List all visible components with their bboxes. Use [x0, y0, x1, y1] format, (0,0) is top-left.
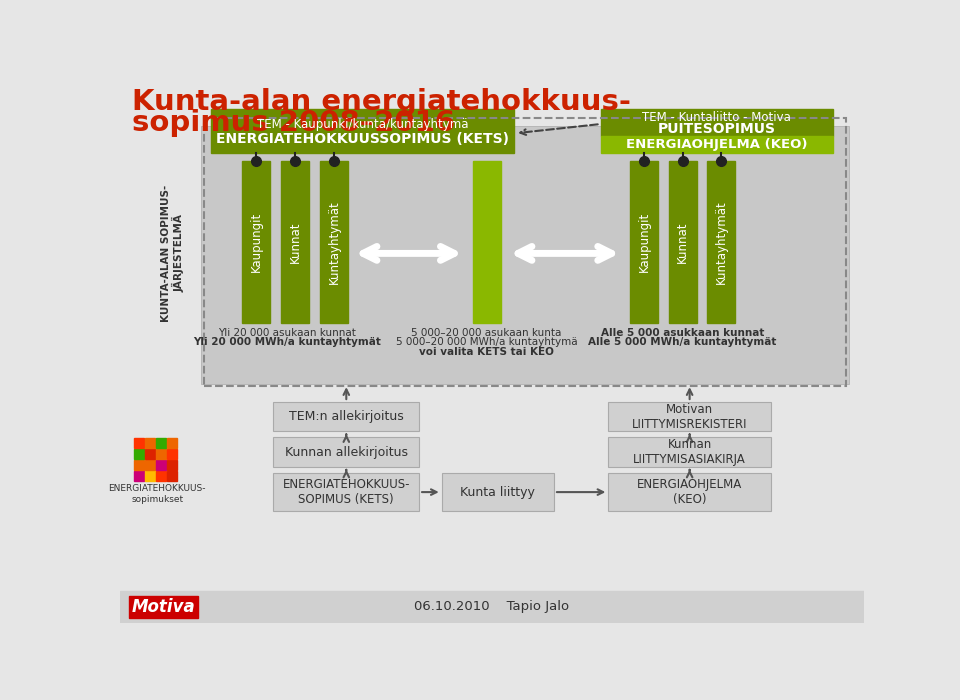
Bar	[669, 161, 697, 323]
Bar	[472, 161, 500, 323]
Bar	[630, 161, 658, 323]
Bar	[156, 438, 166, 448]
Bar	[274, 402, 420, 431]
Text: KUNTA-ALAN SOPIMUS-
JÄRJESTELMÄ: KUNTA-ALAN SOPIMUS- JÄRJESTELMÄ	[160, 185, 184, 322]
Bar	[243, 161, 271, 323]
Text: TEM - Kuntaliitto - Motiva: TEM - Kuntaliitto - Motiva	[642, 111, 791, 124]
Text: TEM:n allekirjoitus: TEM:n allekirjoitus	[289, 410, 403, 423]
Bar	[166, 438, 177, 448]
Bar	[134, 438, 144, 448]
Text: Kunta-alan energiatehokkuus-: Kunta-alan energiatehokkuus-	[132, 88, 631, 116]
Bar	[202, 126, 849, 384]
Text: ENERGIAOHJELMA
(KEO): ENERGIAOHJELMA (KEO)	[637, 478, 742, 506]
Bar	[166, 470, 177, 480]
Bar	[156, 460, 166, 470]
Bar	[609, 402, 771, 431]
Bar	[145, 460, 155, 470]
Bar	[274, 473, 420, 511]
Bar	[609, 473, 771, 511]
Bar	[145, 438, 155, 448]
Text: Kunnan
LIITTYMISASIAKIRJA: Kunnan LIITTYMISASIAKIRJA	[634, 438, 746, 466]
Bar	[601, 108, 833, 136]
Bar	[134, 470, 144, 480]
Text: Yli 20 000 asukaan kunnat: Yli 20 000 asukaan kunnat	[218, 328, 355, 338]
Bar	[609, 438, 771, 467]
Bar	[708, 161, 735, 323]
Bar	[281, 161, 309, 323]
Bar	[134, 449, 144, 459]
Text: Motivan
LIITTYMISREKISTERI: Motivan LIITTYMISREKISTERI	[632, 402, 748, 430]
Bar	[130, 596, 198, 617]
Bar	[145, 470, 155, 480]
Bar	[156, 470, 166, 480]
Text: Kunnat: Kunnat	[289, 221, 301, 262]
Text: Kuntayhtymät: Kuntayhtymät	[715, 200, 728, 284]
Text: 5 000–20 000 MWh/a kuntayhtymä: 5 000–20 000 MWh/a kuntayhtymä	[396, 337, 577, 347]
Text: ENERGIATEHOKKUUS-
SOPIMUS (KETS): ENERGIATEHOKKUUS- SOPIMUS (KETS)	[282, 478, 410, 506]
Text: TEM - Kaupunki/kunta/kuntayhtymä: TEM - Kaupunki/kunta/kuntayhtymä	[257, 118, 468, 130]
Bar	[120, 591, 864, 623]
Bar	[145, 449, 155, 459]
Text: voi valita KETS tai KEO: voi valita KETS tai KEO	[420, 346, 554, 356]
Text: Alle 5 000 MWh/a kuntayhtymät: Alle 5 000 MWh/a kuntayhtymät	[588, 337, 777, 347]
Text: Alle 5 000 asukkaan kunnat: Alle 5 000 asukkaan kunnat	[601, 328, 764, 338]
Text: Kaupungit: Kaupungit	[250, 211, 263, 272]
Text: Motiva: Motiva	[132, 598, 195, 616]
Bar	[211, 108, 514, 153]
Text: ENERGIATEHOKKUUS-
sopimukset: ENERGIATEHOKKUUS- sopimukset	[108, 484, 206, 504]
Text: sopimus 2008–2016: sopimus 2008–2016	[132, 108, 455, 136]
Text: ENERGIATEHOKKUUSSOPIMUS (KETS): ENERGIATEHOKKUUSSOPIMUS (KETS)	[216, 132, 509, 146]
Text: PUITESOPIMUS: PUITESOPIMUS	[658, 122, 776, 136]
Text: Kunnat: Kunnat	[676, 221, 689, 262]
Bar	[166, 449, 177, 459]
Text: Yli 20 000 MWh/a kuntayhtymät: Yli 20 000 MWh/a kuntayhtymät	[193, 337, 380, 347]
Bar	[442, 473, 554, 511]
Bar	[601, 136, 833, 153]
Text: Kunnan allekirjoitus: Kunnan allekirjoitus	[285, 446, 408, 459]
Text: Kunta liittyy: Kunta liittyy	[461, 486, 536, 498]
Text: 06.10.2010    Tapio Jalo: 06.10.2010 Tapio Jalo	[415, 601, 569, 613]
Text: ENERGIAOHJELMA (KEO): ENERGIAOHJELMA (KEO)	[626, 139, 807, 151]
Text: Kaupungit: Kaupungit	[637, 211, 651, 272]
Text: 5 000–20 000 asukaan kunta: 5 000–20 000 asukaan kunta	[412, 328, 562, 338]
Text: Kuntayhtymät: Kuntayhtymät	[327, 200, 341, 284]
Bar	[204, 118, 846, 386]
Bar	[156, 449, 166, 459]
Bar	[134, 460, 144, 470]
Bar	[274, 438, 420, 467]
Bar	[320, 161, 348, 323]
Bar	[166, 460, 177, 470]
